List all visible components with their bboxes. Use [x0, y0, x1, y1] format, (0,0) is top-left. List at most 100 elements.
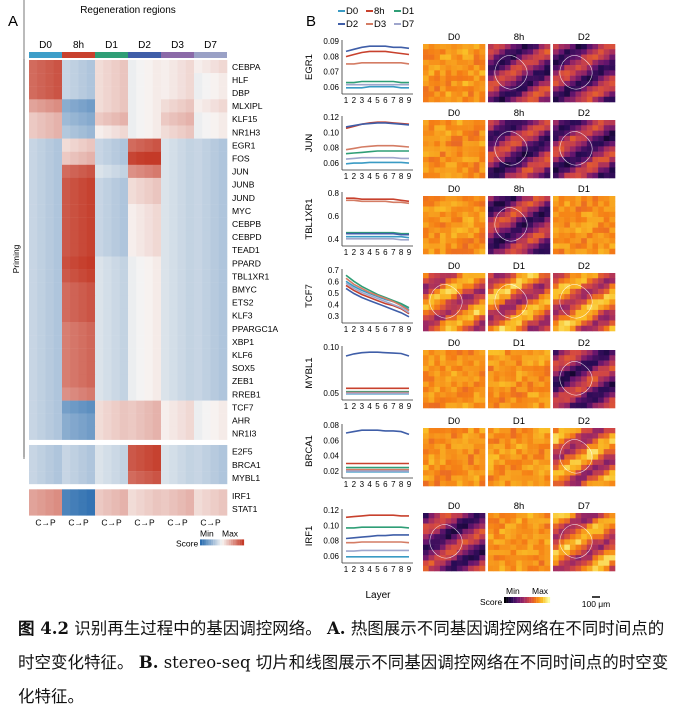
map-pixel [527, 360, 534, 367]
map-pixel [451, 120, 458, 126]
map-pixel [533, 464, 540, 471]
heatmap-cell [177, 282, 187, 296]
map-pixel [423, 86, 429, 92]
heatmap-cell [194, 191, 203, 205]
map-pixel [479, 392, 486, 398]
heatmap-cell [136, 151, 145, 165]
heatmap-cell [152, 322, 162, 336]
heatmap-cell [37, 348, 46, 362]
heatmap-cell [37, 400, 46, 414]
map-pixel [581, 80, 588, 87]
map-pixel [603, 248, 610, 255]
map-pixel [504, 428, 511, 434]
map-pixel [473, 86, 480, 92]
heatmap-cell [136, 400, 145, 414]
heatmap-cell [37, 308, 46, 323]
heatmap-cell [111, 99, 121, 113]
heatmap-cell [152, 308, 162, 323]
heatmap-cell [218, 413, 228, 427]
map-pixel [488, 273, 494, 279]
heatmap-cell [86, 177, 96, 192]
heatmap-cell [177, 426, 187, 441]
map-pixel [434, 211, 441, 218]
map-pixel [428, 428, 435, 434]
heatmap-cell [152, 269, 162, 283]
heatmap-cell [37, 502, 46, 516]
map-pixel [586, 539, 593, 545]
map-pixel [598, 201, 605, 207]
map-pixel [592, 320, 599, 327]
map-pixel [558, 443, 565, 450]
heatmap-cell [144, 400, 154, 414]
x-tick-label: 2 [352, 248, 357, 257]
map-pixel [468, 549, 475, 556]
map-pixel [581, 125, 588, 131]
map-pixel [598, 54, 605, 61]
map-pixel [451, 294, 458, 300]
heatmap-cell [29, 374, 38, 388]
heatmap-cell [152, 295, 162, 310]
map-pixel [575, 320, 582, 327]
map-pixel [592, 449, 599, 455]
score-max: Max [532, 586, 549, 596]
zone-outline [559, 55, 593, 90]
map-pixel [586, 470, 593, 476]
heatmap-cell [185, 335, 195, 349]
map-pixel [609, 544, 616, 551]
map-pixel [533, 309, 540, 316]
heatmap-cell [45, 361, 55, 375]
map-pixel [575, 238, 582, 244]
map-pixel [533, 130, 540, 137]
map-pixel [516, 523, 523, 530]
map-pixel [564, 480, 571, 487]
map-pixel [569, 172, 576, 179]
heatmap-cell [218, 99, 228, 113]
map-pixel [586, 243, 593, 250]
map-pixel [586, 162, 593, 168]
map-pixel [510, 227, 517, 234]
map-pixel [488, 433, 494, 439]
heatmap-cell [177, 125, 187, 139]
map-pixel [479, 320, 486, 327]
map-pixel [527, 309, 534, 316]
map-pixel [609, 156, 616, 163]
map-pixel [479, 44, 486, 50]
map-pixel [434, 167, 441, 174]
map-pixel [451, 360, 458, 367]
map-pixel [575, 549, 582, 556]
heatmap-cell [210, 458, 220, 472]
heatmap-cell [210, 60, 220, 74]
map-pixel [586, 222, 593, 228]
map-pixel [493, 464, 500, 471]
map-pixel [558, 402, 565, 409]
map-pixel [564, 91, 571, 98]
map-pixel [423, 470, 429, 476]
map-pixel [504, 371, 511, 377]
heatmap-cell [210, 86, 220, 100]
map-pixel [428, 480, 435, 487]
region-label: D0 [39, 40, 52, 51]
map-pixel [462, 360, 469, 367]
map-pixel [462, 162, 469, 168]
map-pixel [544, 350, 551, 356]
map-pixel [586, 449, 593, 455]
map-pixel [527, 534, 534, 540]
map-pixel [592, 428, 599, 434]
map-pixel [456, 156, 463, 163]
map-pixel [586, 130, 593, 137]
map-pixel [592, 75, 599, 82]
map-pixel [428, 299, 435, 305]
map-pixel [575, 438, 582, 445]
map-pixel [598, 315, 605, 321]
heatmap-cell [29, 471, 38, 485]
gene-row-label: IRF1 [232, 491, 251, 501]
heatmap-cell [169, 191, 178, 205]
map-pixel [609, 438, 616, 445]
map-pixel [468, 248, 475, 255]
zone-outline [494, 284, 528, 319]
map-pixel [527, 386, 534, 393]
heatmap-cell [37, 60, 46, 74]
map-pixel [586, 54, 593, 61]
score-gradient-step [517, 597, 521, 603]
map-pixel [504, 470, 511, 476]
